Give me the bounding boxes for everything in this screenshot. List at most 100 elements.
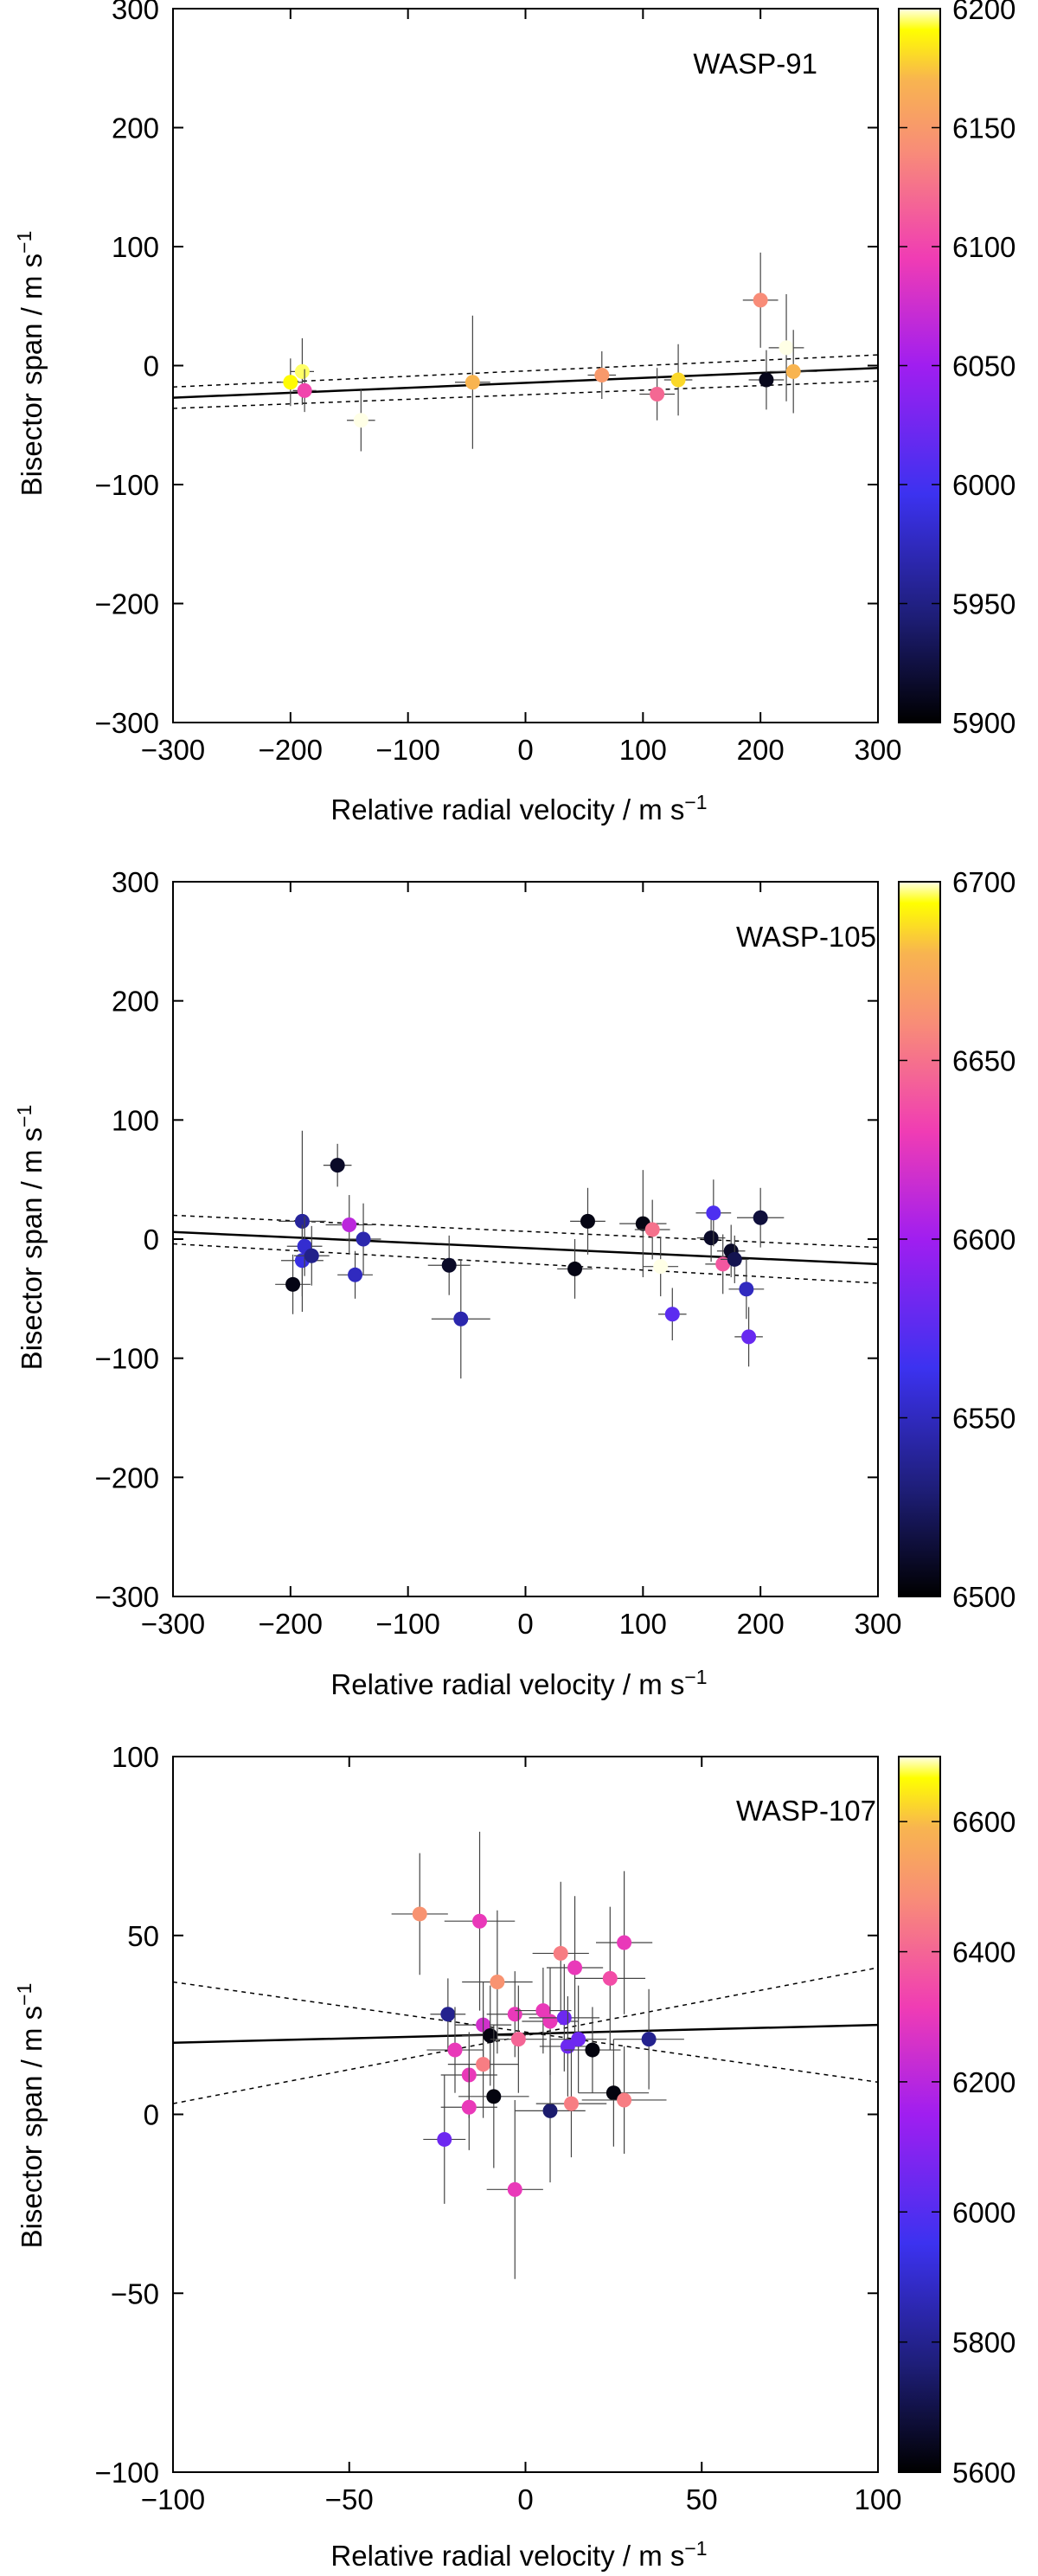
panel-label: WASP-107 xyxy=(736,1795,876,1827)
y-tick-label: 0 xyxy=(144,350,159,382)
colorbar-tick-label: 6600 xyxy=(952,1806,1016,1838)
data-point xyxy=(641,2032,657,2047)
colorbar-tick-label: 5600 xyxy=(952,2457,1016,2489)
colorbar-tick-label: 6550 xyxy=(952,1403,1016,1435)
data-point xyxy=(556,2010,572,2026)
y-tick-label: −100 xyxy=(95,1343,159,1375)
y-tick-label: −300 xyxy=(95,707,159,739)
x-tick-label: −100 xyxy=(375,734,439,766)
data-point xyxy=(644,1222,660,1237)
colorbar-tick-label: 6650 xyxy=(952,1045,1016,1077)
data-point xyxy=(542,2014,558,2029)
colorbar xyxy=(898,1756,941,2473)
data-point xyxy=(490,1975,505,1990)
data-point xyxy=(304,1248,319,1263)
data-point xyxy=(664,1307,680,1322)
data-point xyxy=(594,368,610,382)
colorbar-tick-label: 5800 xyxy=(952,2327,1016,2359)
data-point xyxy=(653,1259,669,1275)
colorbar-tick-label: 6700 xyxy=(952,866,1016,898)
y-tick-label: 100 xyxy=(112,1741,159,1773)
panel-label: WASP-91 xyxy=(693,48,817,80)
data-point xyxy=(483,2028,498,2044)
x-tick-label: −200 xyxy=(259,734,323,766)
data-point xyxy=(580,1213,595,1229)
x-tick-label: 200 xyxy=(737,1608,785,1640)
data-point xyxy=(563,2096,579,2111)
colorbar-tick-label: 6000 xyxy=(952,469,1016,501)
fit-line xyxy=(172,2023,879,2045)
data-point xyxy=(706,1205,721,1221)
y-tick-label: 300 xyxy=(112,866,159,898)
x-tick-label: 300 xyxy=(854,734,901,766)
fit-confidence-line xyxy=(172,1967,879,2104)
data-point xyxy=(441,1257,457,1273)
x-tick-label: −100 xyxy=(141,2483,205,2515)
colorbar-tick-label: 6200 xyxy=(952,0,1016,25)
data-point xyxy=(571,2032,586,2047)
data-point xyxy=(553,1945,568,1961)
fit-confidence-line xyxy=(172,1214,879,1249)
x-tick-label: 100 xyxy=(619,1608,667,1640)
y-tick-label: 300 xyxy=(112,0,159,25)
data-point xyxy=(759,372,774,388)
x-tick-label: 100 xyxy=(854,2483,901,2515)
colorbar-tick-label: 5950 xyxy=(952,588,1016,620)
x-axis-title: Relative radial velocity / m s−1 xyxy=(330,2537,707,2572)
y-tick-label: 200 xyxy=(112,986,159,1018)
data-point xyxy=(472,1913,488,1929)
data-point xyxy=(461,2099,477,2115)
data-point xyxy=(486,2089,502,2104)
data-point xyxy=(294,1213,310,1229)
y-tick-label: −200 xyxy=(95,1461,159,1494)
y-tick-label: −100 xyxy=(95,2457,159,2489)
data-point xyxy=(412,1906,427,1922)
data-point xyxy=(342,1217,357,1232)
data-point xyxy=(476,2057,491,2072)
data-point xyxy=(585,2042,600,2058)
data-point xyxy=(602,1970,618,1986)
data-point xyxy=(753,1210,768,1225)
data-point xyxy=(542,2103,558,2118)
y-axis-title: Bisector span / m s−1 xyxy=(13,1983,48,2249)
y-tick-label: −100 xyxy=(95,469,159,501)
data-point xyxy=(778,340,794,356)
panel-wasp-105: −300 −200 −100 0 100 200 300 −300 −200 −100 0 100 20… xyxy=(13,866,1016,1700)
y-tick-label: 0 xyxy=(144,1224,159,1256)
x-tick-label: 0 xyxy=(517,1608,533,1640)
data-point xyxy=(650,387,665,401)
colorbar-tick-label: 6100 xyxy=(952,231,1016,263)
data-point xyxy=(741,1329,757,1345)
y-tick-label: 100 xyxy=(112,231,159,263)
fit-line xyxy=(172,1230,879,1266)
data-point xyxy=(294,363,310,379)
data-point xyxy=(753,292,768,308)
data-point xyxy=(283,375,298,390)
data-point xyxy=(507,2181,522,2197)
y-tick-label: −200 xyxy=(95,588,159,620)
colorbar-tick-label: 6600 xyxy=(952,1224,1016,1256)
fit-confidence-line xyxy=(172,1243,879,1284)
data-point xyxy=(535,2003,551,2019)
x-tick-label: 100 xyxy=(619,734,667,766)
panel-wasp-91: −300 −200 −100 0 100 200 300 −300 −200 −100 0 100 20… xyxy=(13,0,1016,825)
plot-frame xyxy=(172,881,879,1597)
colorbar-tick-label: 6400 xyxy=(952,1937,1016,1969)
y-tick-label: 200 xyxy=(112,112,159,145)
x-tick-label: 0 xyxy=(517,2483,533,2515)
x-tick-label: 200 xyxy=(737,734,785,766)
x-tick-label: −50 xyxy=(325,2483,374,2515)
x-tick-label: 300 xyxy=(854,1608,901,1640)
colorbar-tick-label: 6050 xyxy=(952,350,1016,382)
data-point xyxy=(507,2007,522,2022)
x-axis-title: Relative radial velocity / m s−1 xyxy=(330,1666,707,1700)
data-point xyxy=(715,1256,731,1272)
y-tick-label: 0 xyxy=(144,2099,159,2131)
fit-confidence-line xyxy=(172,1981,879,2084)
colorbar-tick-label: 5900 xyxy=(952,707,1016,739)
y-axis-title: Bisector span / m s−1 xyxy=(13,231,48,497)
colorbar-tick-label: 6000 xyxy=(952,2196,1016,2228)
panel-label: WASP-105 xyxy=(736,921,876,953)
plot-frame xyxy=(172,8,879,723)
